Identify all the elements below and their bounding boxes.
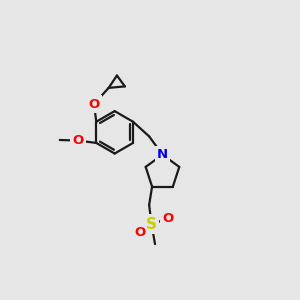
Text: O: O — [88, 98, 100, 111]
Text: O: O — [134, 226, 145, 239]
Text: N: N — [157, 148, 168, 161]
Text: S: S — [146, 217, 157, 232]
Text: O: O — [72, 134, 84, 147]
Text: O: O — [162, 212, 173, 225]
